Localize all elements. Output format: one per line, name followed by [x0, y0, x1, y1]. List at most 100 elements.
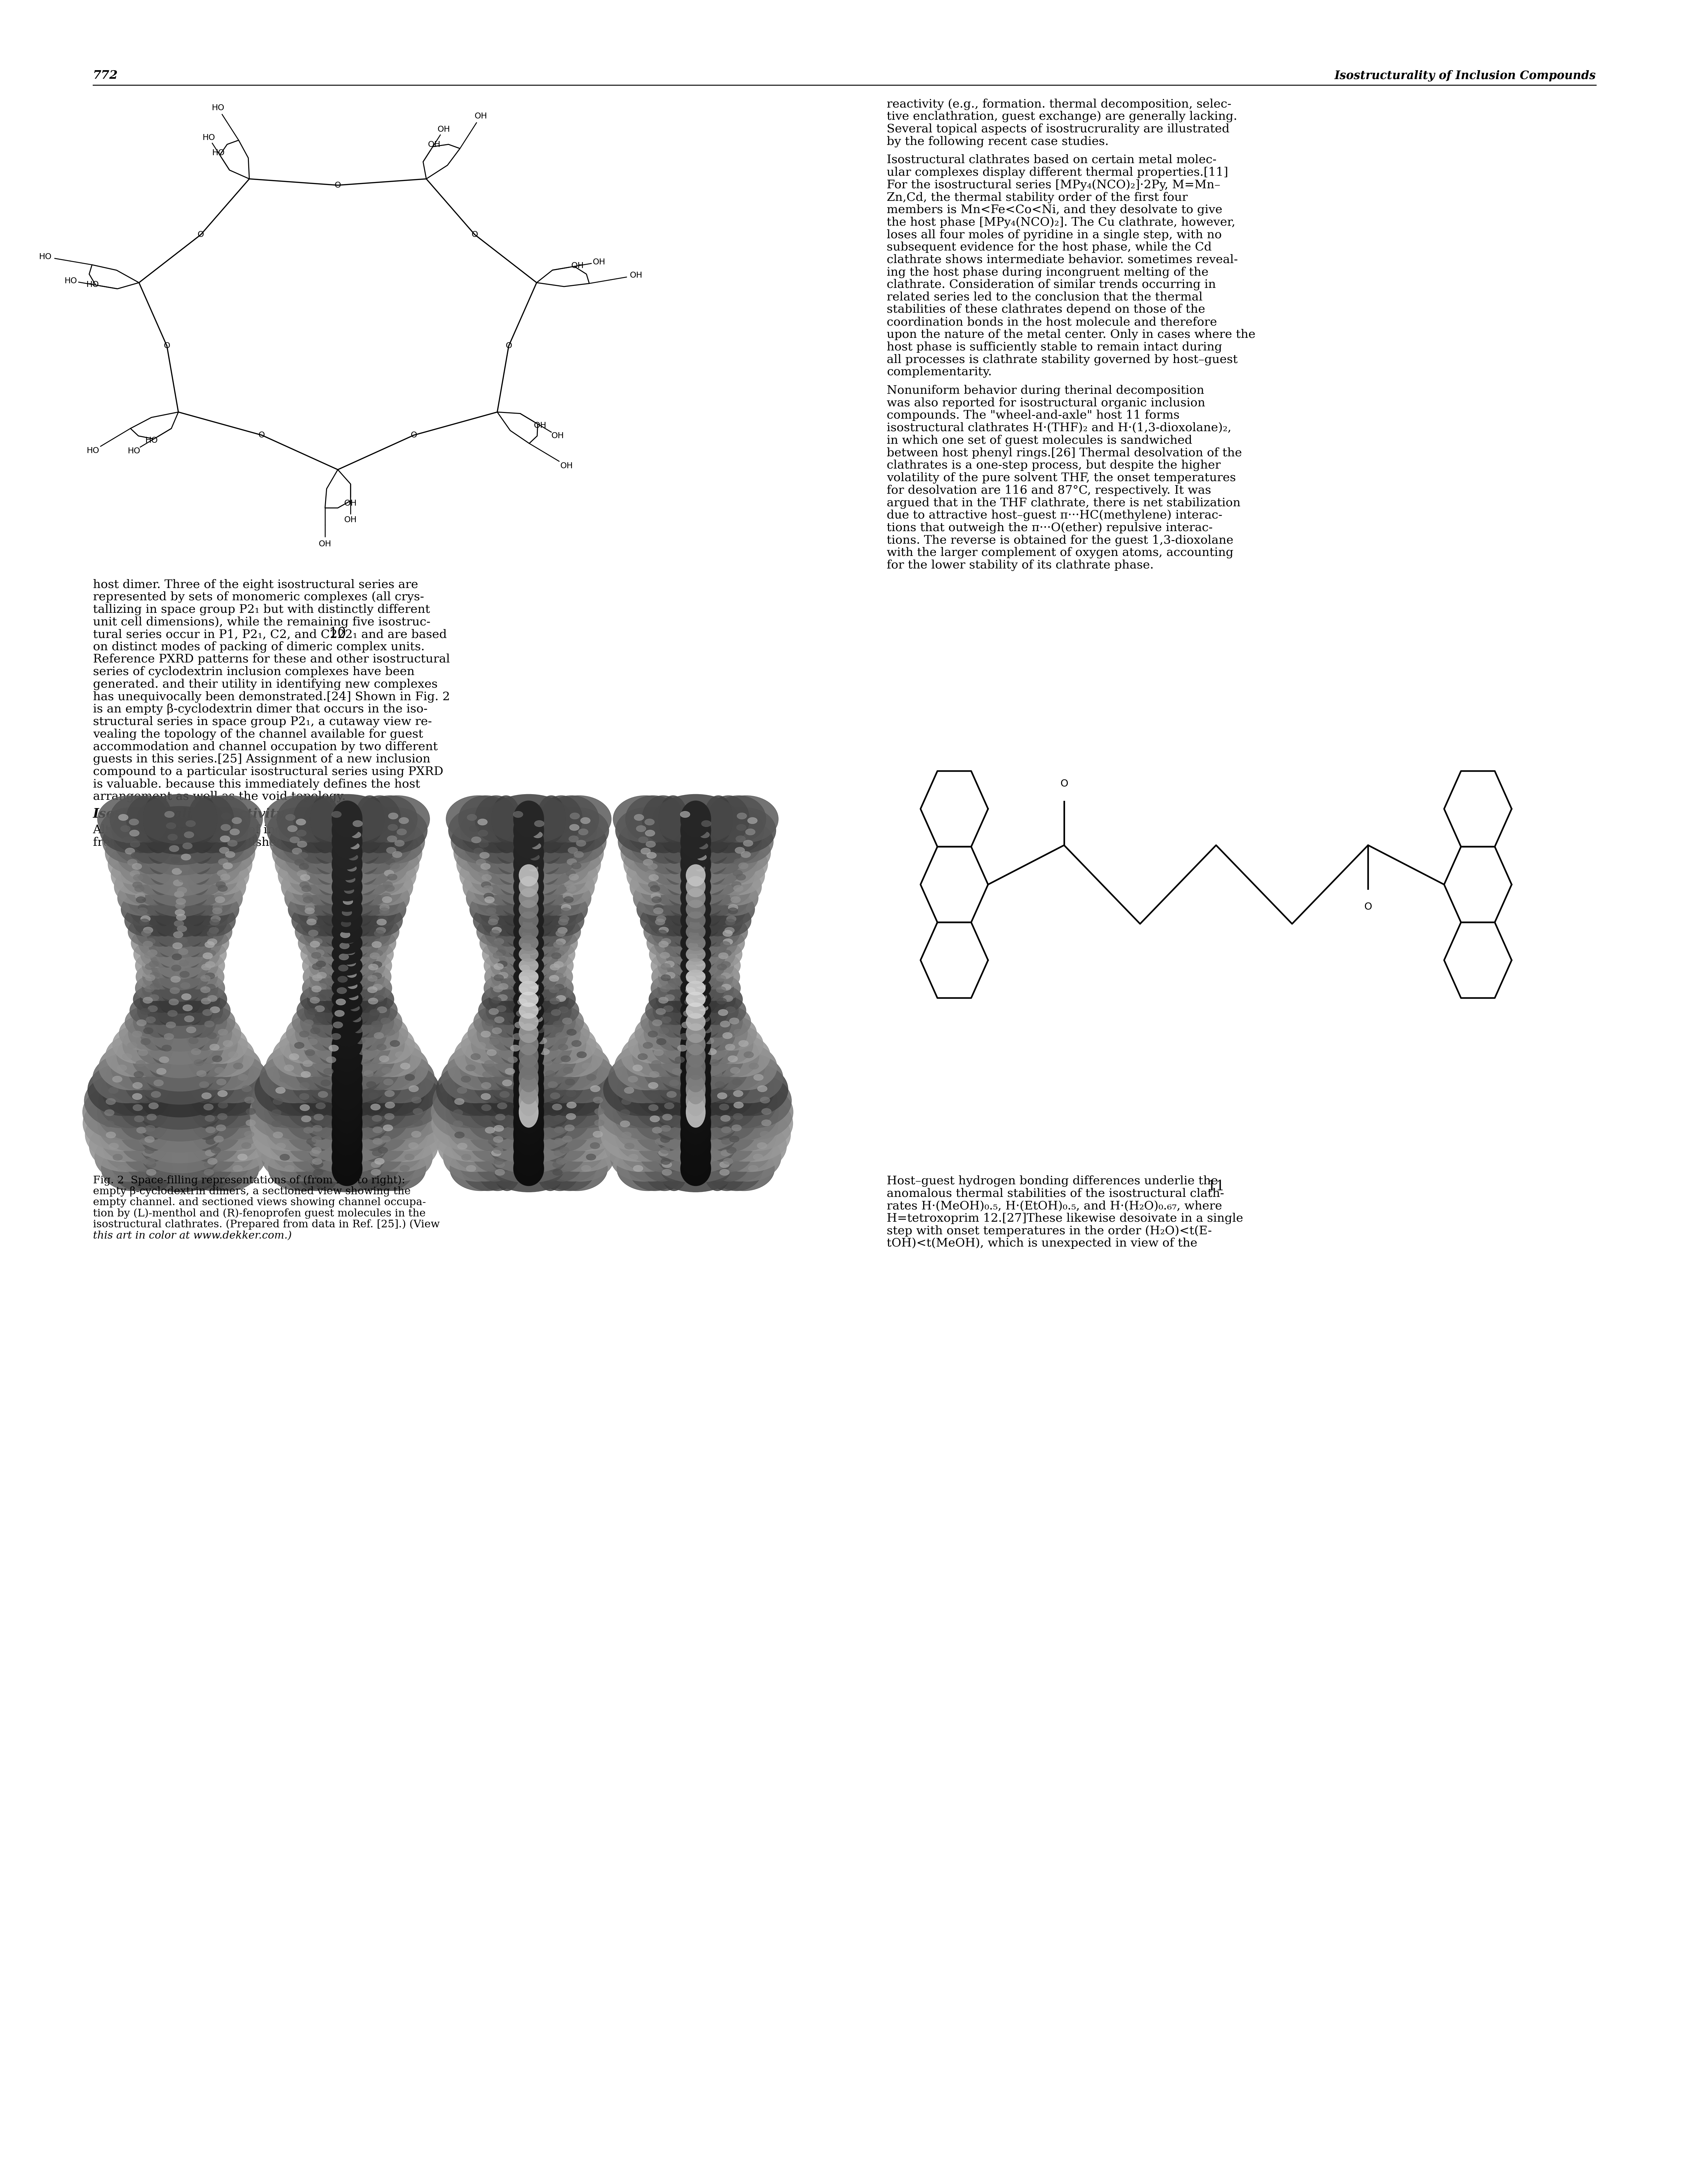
Ellipse shape [713, 832, 770, 874]
Ellipse shape [665, 961, 674, 968]
Ellipse shape [318, 1092, 328, 1099]
Ellipse shape [495, 867, 562, 906]
Ellipse shape [539, 856, 574, 895]
Ellipse shape [481, 843, 519, 885]
Ellipse shape [622, 1099, 632, 1105]
Ellipse shape [297, 871, 307, 876]
Ellipse shape [539, 867, 571, 906]
Ellipse shape [535, 832, 562, 874]
Ellipse shape [757, 1085, 767, 1092]
Ellipse shape [485, 1096, 519, 1151]
Ellipse shape [486, 928, 520, 957]
Ellipse shape [135, 1061, 145, 1066]
Ellipse shape [201, 1075, 275, 1127]
Ellipse shape [625, 1088, 633, 1094]
Ellipse shape [561, 904, 571, 911]
Ellipse shape [309, 1151, 319, 1155]
Ellipse shape [194, 832, 243, 874]
Ellipse shape [414, 1107, 422, 1114]
Ellipse shape [623, 843, 681, 885]
Text: vealing the topology of the channel available for guest: vealing the topology of the channel avai… [93, 729, 422, 740]
Text: ing the host phase during incongruent melting of the: ing the host phase during incongruent me… [887, 266, 1209, 277]
Ellipse shape [534, 987, 549, 1013]
Ellipse shape [117, 832, 166, 874]
Ellipse shape [681, 1127, 711, 1166]
Ellipse shape [459, 856, 513, 895]
Ellipse shape [686, 970, 706, 983]
Ellipse shape [333, 871, 361, 902]
Ellipse shape [382, 1136, 390, 1142]
Ellipse shape [713, 819, 774, 863]
Ellipse shape [130, 830, 138, 836]
Ellipse shape [122, 1053, 132, 1059]
Ellipse shape [535, 1026, 544, 1033]
Ellipse shape [466, 1035, 515, 1077]
Ellipse shape [323, 941, 372, 968]
Ellipse shape [294, 1044, 336, 1090]
Ellipse shape [704, 1007, 731, 1037]
Ellipse shape [628, 1077, 638, 1083]
Ellipse shape [138, 1042, 223, 1092]
Ellipse shape [686, 889, 706, 909]
Ellipse shape [201, 1085, 277, 1140]
Ellipse shape [189, 952, 225, 978]
Text: HO: HO [64, 277, 78, 284]
Ellipse shape [681, 836, 711, 869]
Ellipse shape [157, 952, 203, 978]
Ellipse shape [333, 943, 361, 965]
Ellipse shape [491, 1044, 520, 1090]
Ellipse shape [699, 965, 716, 989]
Ellipse shape [686, 900, 706, 919]
Ellipse shape [546, 1064, 606, 1116]
Ellipse shape [307, 915, 318, 922]
Ellipse shape [711, 1024, 763, 1064]
Ellipse shape [365, 1064, 426, 1116]
Ellipse shape [83, 1096, 159, 1151]
Ellipse shape [355, 976, 385, 1000]
Ellipse shape [176, 898, 186, 904]
Ellipse shape [600, 1075, 676, 1127]
Ellipse shape [500, 1005, 557, 1037]
Ellipse shape [466, 1096, 515, 1151]
Ellipse shape [215, 895, 225, 902]
Ellipse shape [488, 1144, 569, 1192]
Ellipse shape [660, 1136, 671, 1142]
Ellipse shape [436, 1064, 508, 1116]
Ellipse shape [187, 1007, 216, 1037]
Ellipse shape [208, 939, 218, 946]
Ellipse shape [358, 996, 397, 1024]
Ellipse shape [681, 968, 711, 987]
Ellipse shape [140, 987, 171, 1013]
Ellipse shape [485, 898, 495, 902]
Ellipse shape [209, 1007, 220, 1013]
Ellipse shape [299, 832, 336, 874]
Ellipse shape [434, 1107, 508, 1162]
Ellipse shape [279, 1077, 289, 1083]
Ellipse shape [106, 1053, 164, 1103]
Ellipse shape [664, 928, 689, 957]
Ellipse shape [660, 819, 687, 863]
Text: OH: OH [571, 262, 584, 271]
Ellipse shape [595, 1107, 605, 1114]
Ellipse shape [723, 930, 733, 937]
Ellipse shape [513, 957, 544, 976]
Ellipse shape [363, 795, 417, 843]
Ellipse shape [698, 843, 708, 850]
Ellipse shape [346, 948, 355, 954]
Ellipse shape [495, 1016, 503, 1022]
Ellipse shape [355, 893, 385, 926]
Ellipse shape [314, 1005, 324, 1011]
Ellipse shape [672, 952, 720, 978]
Ellipse shape [493, 985, 503, 992]
Ellipse shape [713, 808, 775, 854]
Ellipse shape [645, 830, 655, 836]
Ellipse shape [355, 843, 380, 885]
Ellipse shape [730, 893, 740, 900]
Ellipse shape [128, 858, 137, 865]
Ellipse shape [532, 843, 540, 850]
Ellipse shape [490, 893, 520, 926]
Ellipse shape [517, 998, 527, 1005]
Ellipse shape [446, 1085, 510, 1140]
Ellipse shape [522, 943, 530, 948]
Ellipse shape [706, 996, 747, 1024]
